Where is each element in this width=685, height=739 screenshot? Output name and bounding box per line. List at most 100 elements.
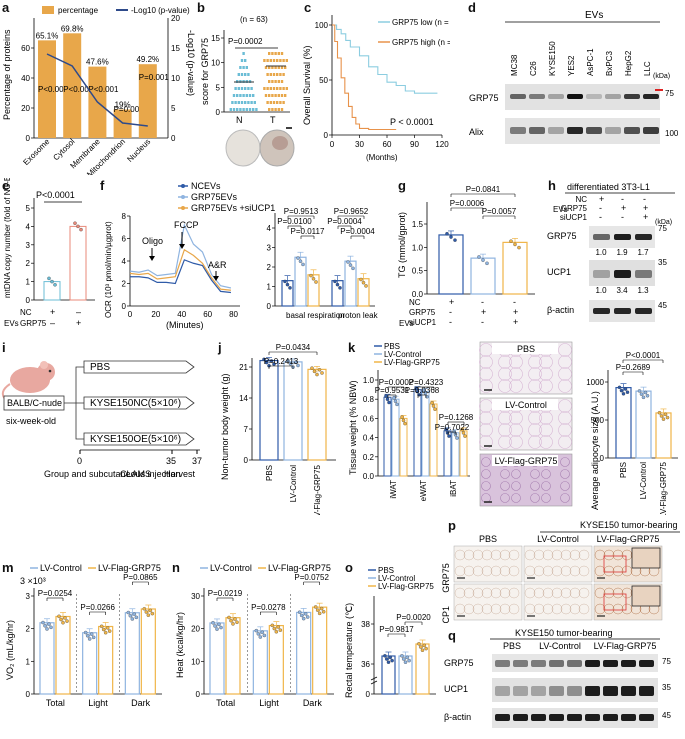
bar-Exosome xyxy=(38,40,56,138)
panel-q-blot: KYSE150 tumor-bearing PBS LV-Control LV-Fl… xyxy=(444,628,671,728)
data-point xyxy=(400,654,404,658)
panel-o: PBS LV-Control LV-Flag-GRP75 0 36 38 P=0.9817… xyxy=(340,560,440,734)
cell xyxy=(530,481,540,491)
y-tick-label: 3 xyxy=(26,592,31,601)
data-point xyxy=(255,108,258,111)
x-tick-label: Dark xyxy=(131,698,151,708)
data-point xyxy=(87,637,92,641)
legend-label: PBS xyxy=(384,342,400,351)
cell xyxy=(511,481,521,491)
data-point xyxy=(247,101,250,104)
data-point xyxy=(91,635,96,640)
row-label: UCP1 xyxy=(441,606,451,623)
data-point xyxy=(639,392,644,396)
table-cell: - xyxy=(599,212,602,222)
panel-c-chart: GRP75 low (n = 69) GRP75 high (n = 38) P… xyxy=(302,15,466,162)
data-point xyxy=(317,368,322,372)
data-point xyxy=(45,627,49,631)
legend-label: LV-Control xyxy=(40,563,82,573)
band-Alix xyxy=(624,127,640,134)
data-point xyxy=(248,94,252,97)
data-point xyxy=(240,87,244,90)
data-point xyxy=(252,108,255,111)
cell xyxy=(499,549,511,561)
cell xyxy=(594,565,606,577)
data-point xyxy=(320,371,324,375)
data-point xyxy=(266,101,269,104)
p-value: P<0.0001 xyxy=(626,351,661,360)
p-value: P=0.4323 xyxy=(409,378,444,387)
p-value: P=0.0002 xyxy=(379,378,414,387)
p-value: P=0.2413 xyxy=(264,357,299,366)
panel-h-blot: differentiated 3T3-L1 NC + - -GRP75- + +siUCP… xyxy=(547,182,675,322)
data-point xyxy=(424,646,428,651)
data-point xyxy=(477,255,481,259)
data-point xyxy=(665,415,670,420)
data-point xyxy=(264,94,268,97)
band xyxy=(513,686,528,696)
lane-BxPC3: BxPC3 xyxy=(605,51,614,76)
label-bg xyxy=(492,399,558,410)
blot-label: β-actin xyxy=(444,712,471,722)
data-point xyxy=(269,59,272,62)
data-point xyxy=(637,389,642,393)
data-point xyxy=(274,66,277,69)
data-point xyxy=(274,94,277,97)
cell xyxy=(539,379,553,393)
panel-label-n: n xyxy=(172,560,180,575)
group-kyse150oe: KYSE150OE(5×10⁶) xyxy=(90,434,181,445)
data-point xyxy=(47,276,51,281)
p-value: P=0.0057 xyxy=(482,207,517,216)
legend-ncevs: NCEVs xyxy=(191,181,221,191)
legend-percentage: percentage xyxy=(58,6,99,15)
data-point xyxy=(301,262,305,267)
table-cell: – xyxy=(50,318,55,328)
y-axis-label: TG (mmol/gprot) xyxy=(397,212,407,278)
p-value: P=0.0004 xyxy=(340,227,375,236)
data-point xyxy=(244,101,247,104)
table-cell: + xyxy=(621,203,626,213)
category-T: T xyxy=(270,115,276,125)
data-point xyxy=(263,87,266,90)
histology-label: LV-Flag-GRP75 xyxy=(495,456,558,466)
data-point xyxy=(219,625,223,630)
data-point xyxy=(272,73,276,76)
y-tick-label: 5 xyxy=(216,83,221,92)
evs-header: EVs xyxy=(585,10,603,21)
y2-tick-label: 20 xyxy=(171,14,180,23)
data-point xyxy=(150,611,155,616)
x-tick-label: eWAT xyxy=(419,480,428,501)
blot-label: GRP75 xyxy=(444,658,474,668)
data-point xyxy=(407,658,411,663)
x-tick-label: 80 xyxy=(229,310,238,319)
cell xyxy=(498,435,512,449)
cell xyxy=(558,399,572,413)
bar xyxy=(82,632,98,695)
p-value: P<0.0001 xyxy=(36,190,75,200)
panel-n-chart: LV-Control LV-Flag-GRP75 0 10 20 30 P=0.0219 P… xyxy=(175,563,334,708)
ihc-image xyxy=(453,583,523,621)
data-point xyxy=(276,73,279,76)
data-point xyxy=(293,360,298,365)
panel-f-chart: NCEVs GRP75EVs GRP75EVs +siUCP1 Oligo FC… xyxy=(104,181,379,330)
cell xyxy=(490,549,502,561)
panel-label-c: c xyxy=(304,0,312,15)
y-axis-label: Percentage of proteins xyxy=(2,29,12,120)
data-point xyxy=(460,427,464,432)
band xyxy=(585,660,600,667)
table-cell: + xyxy=(513,307,518,317)
cell xyxy=(569,549,581,561)
data-point xyxy=(280,94,284,97)
cell xyxy=(578,549,590,561)
evs-label: EVs xyxy=(399,319,414,328)
cell xyxy=(542,549,554,561)
cell xyxy=(479,367,493,381)
data-point xyxy=(274,630,279,634)
y-tick-label: 2 xyxy=(122,280,127,289)
col-label: PBS xyxy=(503,641,521,651)
x-axis-label: (Minutes) xyxy=(166,320,204,330)
p-value: P=0.9531 xyxy=(375,386,410,395)
data-point xyxy=(659,414,664,418)
data-point xyxy=(303,612,308,616)
bar xyxy=(140,608,156,695)
